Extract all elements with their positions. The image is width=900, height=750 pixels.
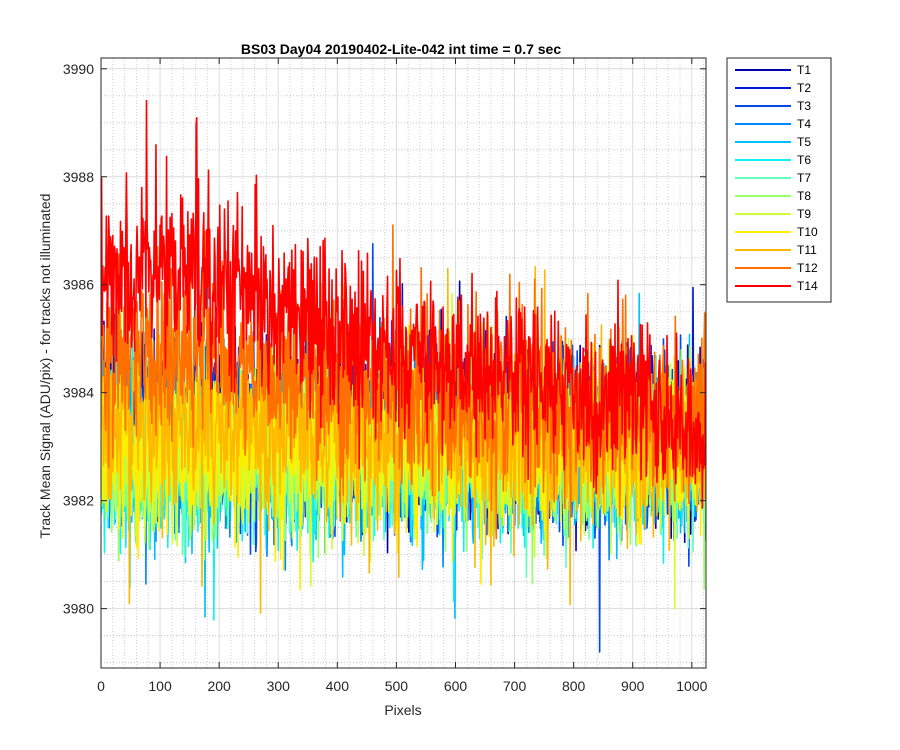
- y-tick-label: 3982: [63, 493, 94, 509]
- y-tick-label: 3990: [63, 61, 94, 77]
- y-tick-label: 3984: [63, 385, 94, 401]
- y-axis-label: Track Mean Signal (ADU/pix) - for tracks…: [37, 194, 53, 539]
- x-tick-label: 500: [385, 678, 409, 694]
- y-tick-label: 3986: [63, 277, 94, 293]
- y-tick-label: 3988: [63, 169, 94, 185]
- legend-label-t7: T7: [797, 171, 811, 185]
- legend-label-t11: T11: [797, 243, 817, 257]
- legend-label-t8: T8: [797, 189, 811, 203]
- legend-label-t12: T12: [797, 261, 818, 275]
- axes: 0 100 200 300 400 500 600 700 800 900 1000 3980 3982…: [63, 57, 708, 694]
- x-tick-label: 300: [267, 678, 291, 694]
- x-tick-label: 700: [503, 678, 527, 694]
- legend-label-t2: T2: [797, 81, 811, 95]
- series-line-t14: [101, 99, 706, 509]
- x-tick-label: 200: [207, 678, 231, 694]
- legend: T1 T2 T3 T4 T5 T6 T7 T8 T9 T10 T11 T12 T14: [726, 57, 832, 303]
- x-tick-label: 0: [97, 678, 105, 694]
- x-tick-label: 1000: [676, 678, 707, 694]
- x-tick-label: 800: [562, 678, 586, 694]
- legend-label-t1: T1: [797, 63, 811, 77]
- x-tick-label: 900: [621, 678, 645, 694]
- legend-label-t4: T4: [797, 117, 811, 131]
- x-axis-label: Pixels: [384, 702, 421, 718]
- axes-box: [100, 57, 707, 669]
- legend-label-t3: T3: [797, 99, 811, 113]
- x-tick-label: 600: [444, 678, 468, 694]
- legend-label-t5: T5: [797, 135, 811, 149]
- legend-label-t6: T6: [797, 153, 811, 167]
- x-tick-label: 100: [148, 678, 172, 694]
- legend-label-t10: T10: [797, 225, 818, 239]
- chart-title: BS03 Day04 20190402-Lite-042 int time = …: [241, 41, 561, 57]
- x-tick-label: 400: [326, 678, 350, 694]
- legend-box: [726, 57, 832, 303]
- legend-label-t14: T14: [797, 279, 818, 293]
- y-tick-label: 3980: [63, 601, 94, 617]
- legend-label-t9: T9: [797, 207, 811, 221]
- plot-area: [100, 58, 706, 668]
